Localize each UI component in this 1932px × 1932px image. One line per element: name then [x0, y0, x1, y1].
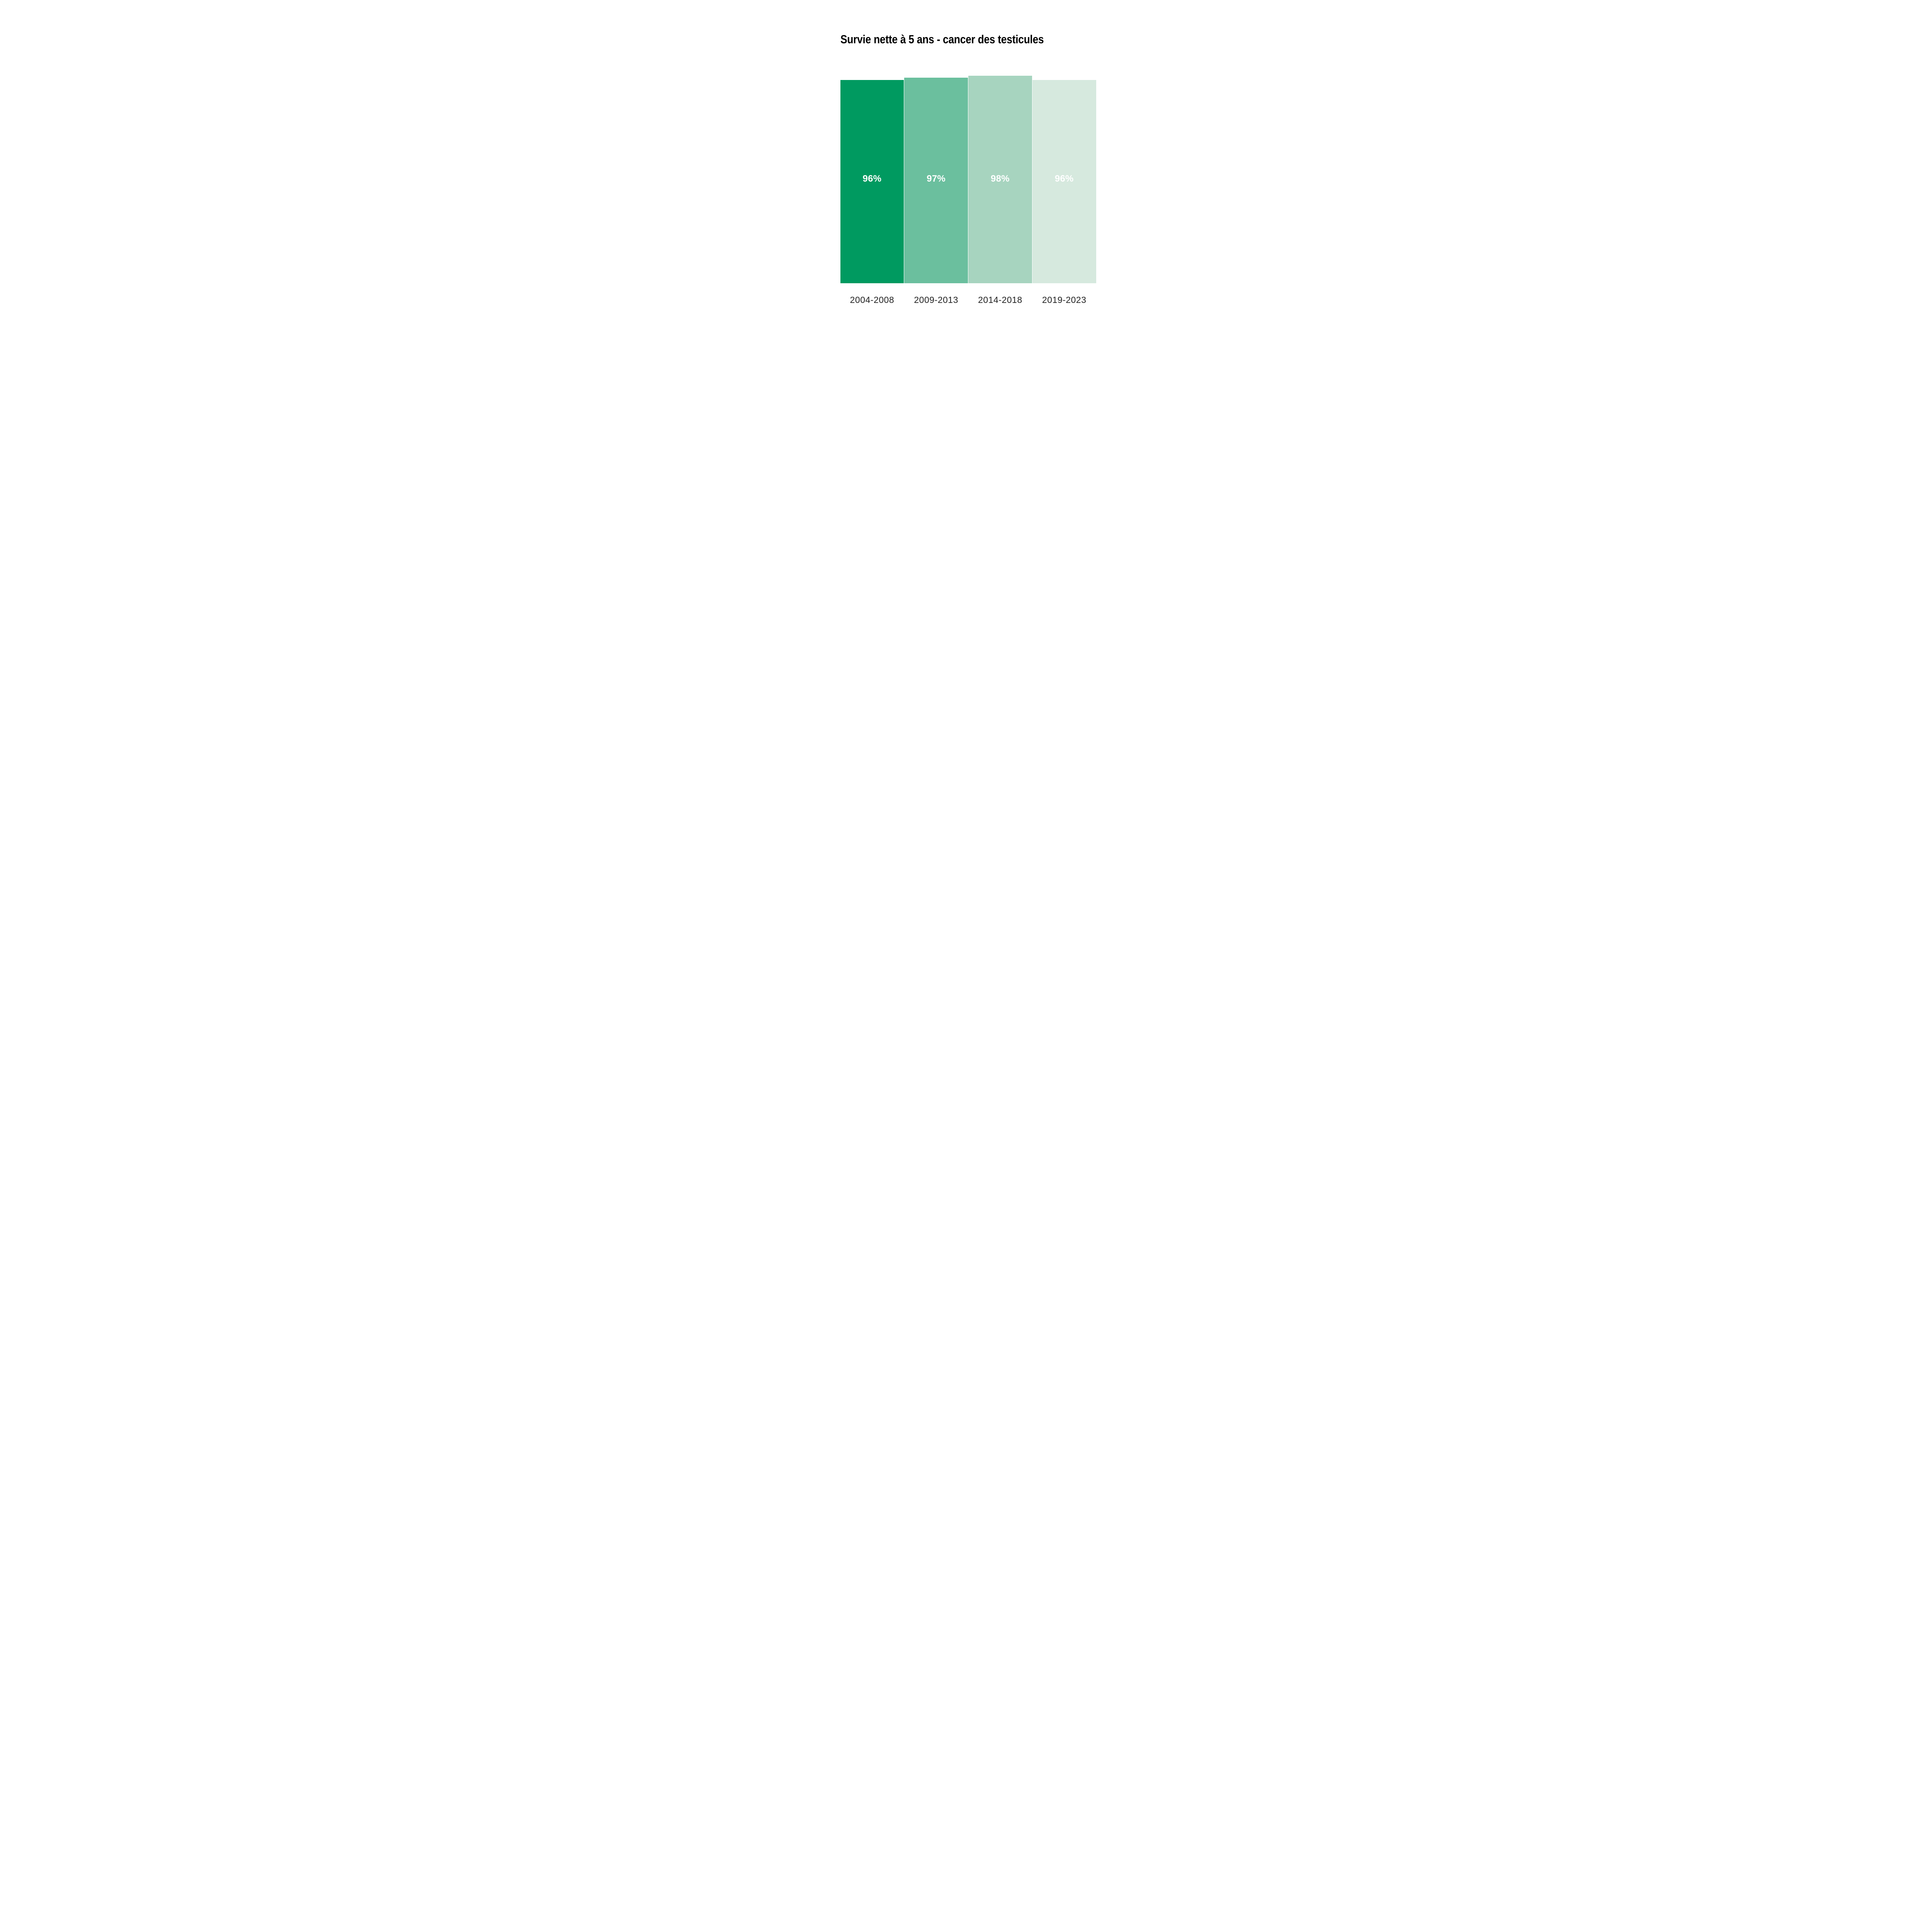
bar-2019-2023: 96%	[1032, 80, 1096, 283]
x-axis-label-2004-2008: 2004-2008	[850, 295, 895, 305]
bar-value-label: 98%	[991, 173, 1010, 184]
bar-2004-2008: 96%	[840, 80, 904, 283]
chart-title: Survie nette à 5 ans - cancer des testic…	[840, 32, 1044, 46]
bar-plot-area: 96% 97% 98% 96%	[840, 0, 1096, 283]
x-axis: 2004-2008 2009-2013 2014-2018 2019-2023	[840, 294, 1096, 305]
x-axis-label-2014-2018: 2014-2018	[978, 295, 1022, 305]
x-axis-label-2019-2023: 2019-2023	[1042, 295, 1087, 305]
bar-value-label: 96%	[862, 173, 882, 184]
chart-canvas: Survie nette à 5 ans - cancer des testic…	[782, 0, 1150, 345]
bar-value-label: 96%	[1054, 173, 1074, 184]
bar-2014-2018: 98%	[968, 76, 1032, 283]
bar-value-label: 97%	[927, 173, 946, 184]
bar-2009-2013: 97%	[904, 78, 968, 283]
x-axis-label-2009-2013: 2009-2013	[914, 295, 958, 305]
